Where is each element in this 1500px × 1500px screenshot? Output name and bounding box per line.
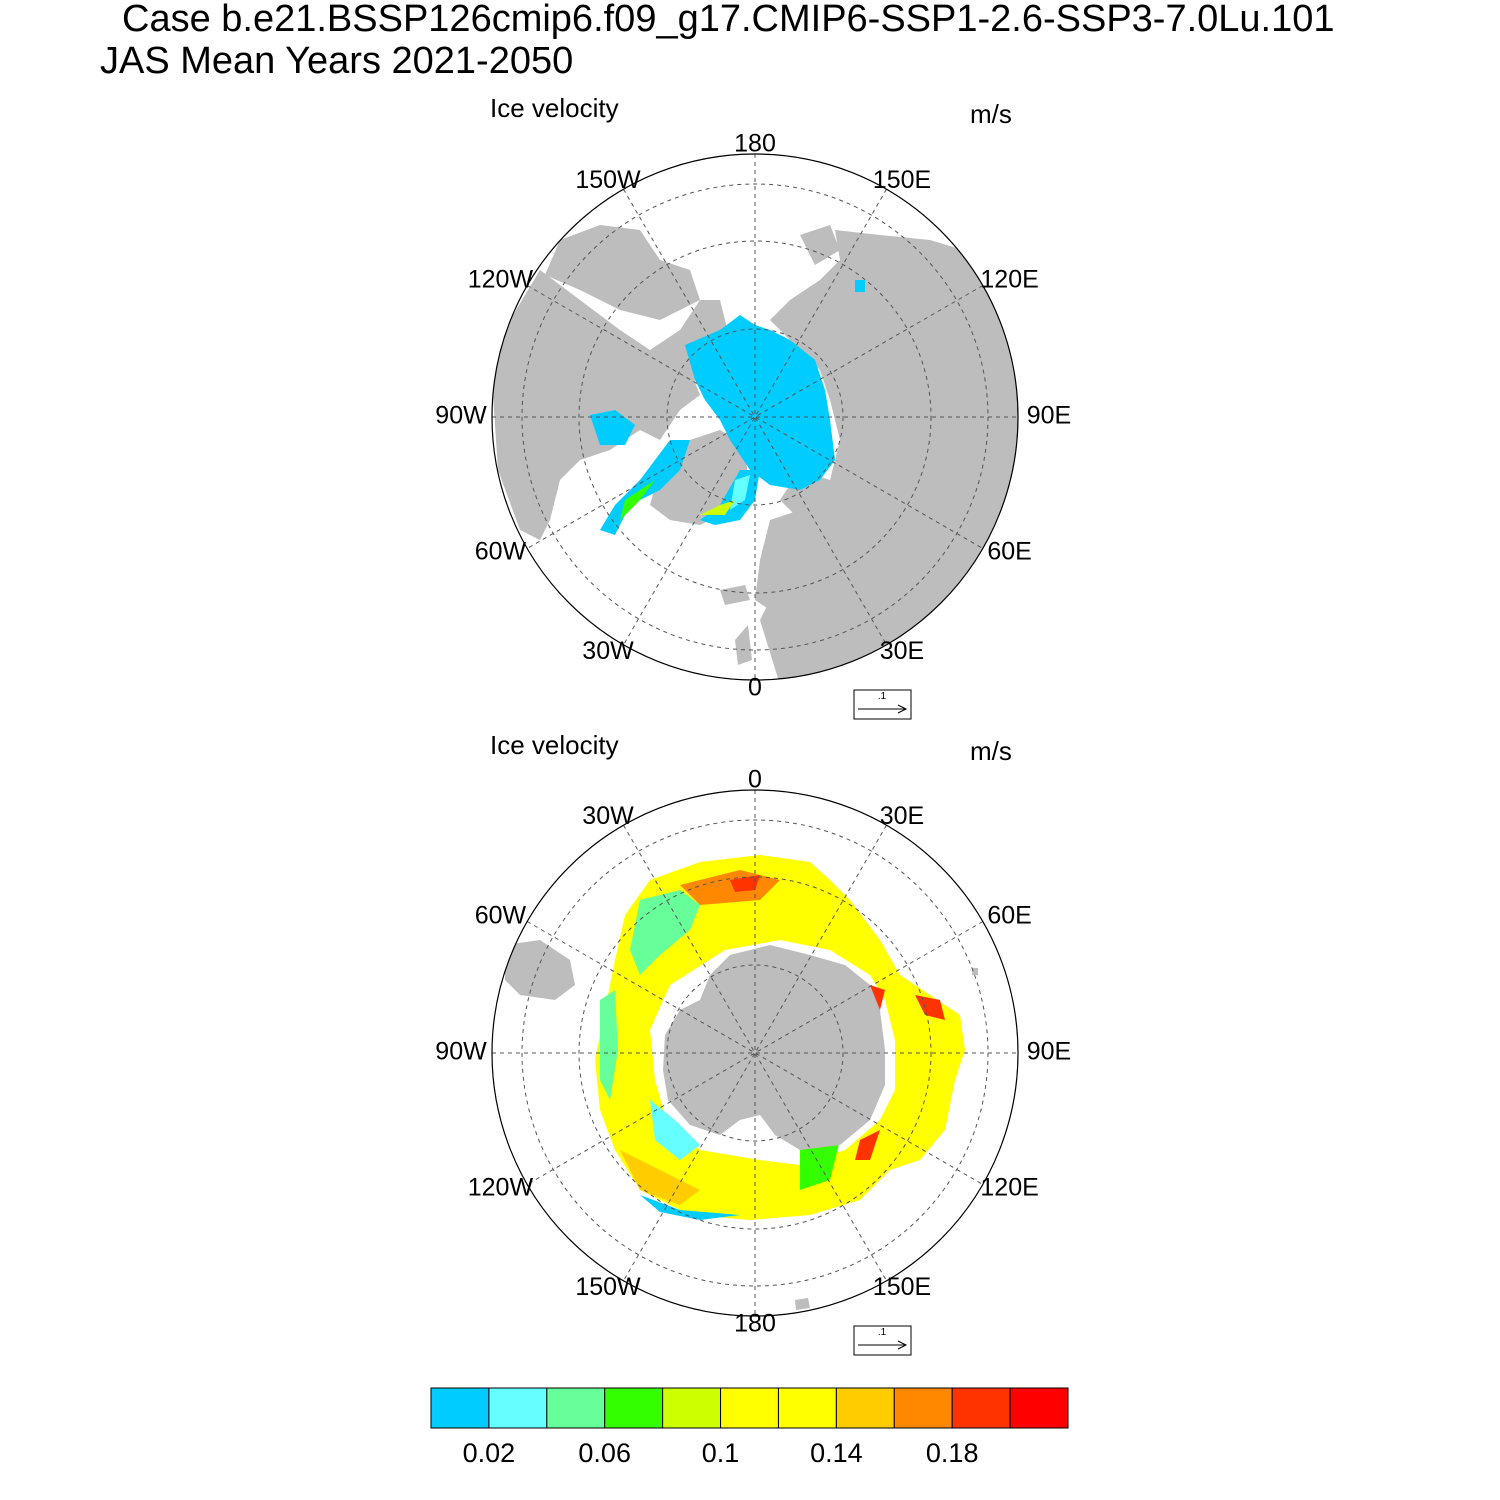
- lon-label-0-7: 30W: [582, 637, 634, 665]
- north-polar-map: 180 150E 120E 90E 60E 30E 0 30W 60W 90W 120W 150W .…: [435, 130, 1071, 720]
- lon-label-1-2: 60E: [987, 902, 1031, 930]
- lon-label-0-10: 120W: [468, 266, 534, 294]
- colorbar-tick-label-3: 0.14: [810, 1438, 863, 1468]
- lon-label-0-1: 150E: [873, 166, 931, 194]
- lon-label-0-6: 0: [748, 674, 762, 702]
- lon-label-1-6: 180: [734, 1310, 776, 1338]
- colorbar-box-7: [835, 1387, 895, 1429]
- lon-label-1-5: 150E: [873, 1273, 931, 1301]
- colorbar-box-3: [604, 1387, 664, 1429]
- south-polar-map: 0 30E 60E 90E 120E 150E 180 150W 120W 90W 60W 30W .…: [435, 766, 1071, 1356]
- figure-subtitle: JAS Mean Years 2021-2050: [100, 40, 574, 82]
- lon-label-1-9: 90W: [435, 1038, 487, 1066]
- colorbar-box-9: [951, 1387, 1011, 1429]
- colorbar-tick-label-4: 0.18: [926, 1438, 979, 1468]
- south-panel-units: m/s: [970, 736, 1012, 766]
- colorbar-tick-label-1: 0.06: [578, 1438, 631, 1468]
- south-panel-label: Ice velocity: [490, 730, 619, 760]
- colorbar-box-0: [430, 1387, 490, 1429]
- colorbar-box-10: [1009, 1387, 1069, 1429]
- lon-label-0-4: 60E: [987, 538, 1031, 566]
- north-reference-vector: .1: [853, 689, 912, 720]
- south-land: [505, 940, 978, 1310]
- figure-title: Case b.e21.BSSP126cmip6.f09_g17.CMIP6-SS…: [122, 0, 1335, 40]
- colorbar-box-1: [488, 1387, 548, 1429]
- north-lon-labels: 180 150E 120E 90E 60E 30E 0 30W 60W 90W 120W 150W: [435, 130, 1071, 702]
- lon-label-0-0: 180: [734, 130, 776, 158]
- colorbar-box-6: [777, 1387, 837, 1429]
- lon-label-1-10: 60W: [475, 902, 527, 930]
- colorbar-tick-label-0: 0.02: [463, 1438, 516, 1468]
- lon-label-0-11: 150W: [575, 166, 641, 194]
- colorbar-box-8: [893, 1387, 953, 1429]
- north-ref-vector-label: .1: [878, 691, 887, 702]
- south-graticule: [492, 790, 1018, 1316]
- colorbar-box-2: [546, 1387, 606, 1429]
- colorbar-box-4: [662, 1387, 722, 1429]
- south-reference-vector: .1: [853, 1325, 912, 1356]
- north-panel-label: Ice velocity: [490, 93, 619, 123]
- lon-label-0-3: 90E: [1027, 402, 1071, 430]
- south-lon-labels: 0 30E 60E 90E 120E 150E 180 150W 120W 90W 60W 30W: [435, 766, 1071, 1338]
- lon-label-1-7: 150W: [575, 1273, 641, 1301]
- lon-label-0-8: 60W: [475, 538, 527, 566]
- north-land: [492, 225, 1018, 680]
- lon-label-0-9: 90W: [435, 402, 487, 430]
- north-graticule: [492, 154, 1018, 680]
- lon-label-0-2: 120E: [980, 266, 1038, 294]
- colorbar: [430, 1387, 1069, 1429]
- north-panel-units: m/s: [970, 99, 1012, 129]
- lon-label-1-0: 0: [748, 766, 762, 794]
- lon-label-1-1: 30E: [880, 802, 924, 830]
- lon-label-1-11: 30W: [582, 802, 634, 830]
- lon-label-1-8: 120W: [468, 1174, 534, 1202]
- lon-label-1-3: 90E: [1027, 1038, 1071, 1066]
- lon-label-1-4: 120E: [980, 1174, 1038, 1202]
- colorbar-box-5: [720, 1387, 779, 1429]
- south-ref-vector-label: .1: [878, 1327, 887, 1338]
- colorbar-tick-label-2: 0.1: [702, 1438, 740, 1468]
- lon-label-0-5: 30E: [880, 637, 924, 665]
- north-sea-ice: [590, 280, 865, 535]
- colorbar-labels: 0.02 0.06 0.1 0.14 0.18: [463, 1438, 979, 1468]
